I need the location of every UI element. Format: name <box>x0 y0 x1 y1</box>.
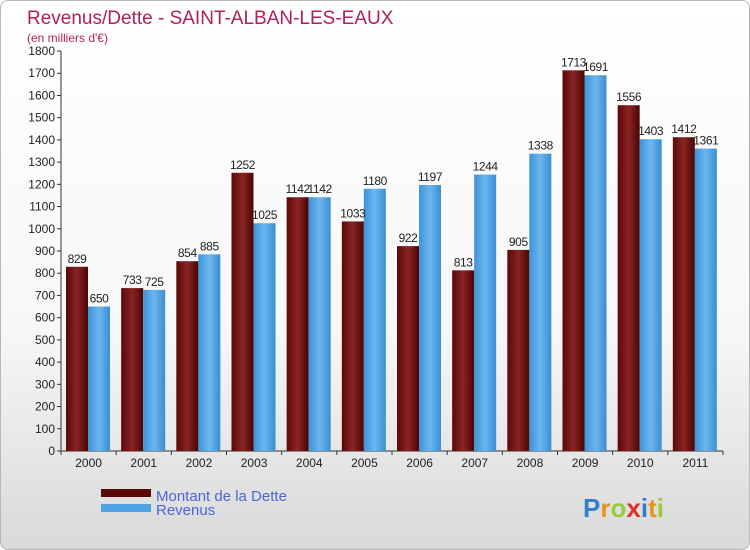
bar-revenus <box>529 153 552 451</box>
legend-label-revenus: Revenus <box>156 502 215 519</box>
bar-revenus <box>253 223 276 451</box>
x-tick-label: 2009 <box>572 456 599 470</box>
data-label-revenus: 1180 <box>363 174 388 188</box>
bar-dette <box>341 221 364 451</box>
y-tick-label: 1500 <box>28 111 55 125</box>
logo-wordmark: Proxiti <box>583 493 664 523</box>
bar-dette <box>286 197 309 451</box>
data-label-dette: 1412 <box>671 122 697 136</box>
data-label-dette: 854 <box>178 246 198 260</box>
x-tick-label: 2003 <box>241 456 268 470</box>
data-label-revenus: 885 <box>200 239 220 253</box>
data-label-revenus: 725 <box>145 275 165 289</box>
bar-dette <box>452 270 475 451</box>
data-label-revenus: 1691 <box>583 60 609 74</box>
bar-dette <box>66 266 88 451</box>
legend-label-dette: Montant de la Dette <box>156 488 287 505</box>
bar-revenus <box>198 254 221 451</box>
y-tick-label: 1400 <box>28 133 55 147</box>
data-label-dette: 1142 <box>286 182 311 196</box>
x-tick-label: 2005 <box>351 456 378 470</box>
data-label-dette: 905 <box>509 235 529 249</box>
bar-dette <box>562 70 585 451</box>
x-tick-label: 2000 <box>75 456 102 470</box>
y-tick-label: 1200 <box>28 177 55 191</box>
x-tick-label: 2008 <box>517 456 544 470</box>
proxiti-logo: Proxiti <box>583 493 664 523</box>
data-label-revenus: 1361 <box>693 134 719 148</box>
data-label-dette: 922 <box>399 231 419 245</box>
data-label-revenus: 1197 <box>418 170 443 184</box>
bar-dette <box>617 105 640 451</box>
data-label-dette: 829 <box>68 252 88 266</box>
data-label-revenus: 1142 <box>308 182 333 196</box>
bar-dette <box>507 249 530 451</box>
bar-dette <box>121 288 144 451</box>
bar-revenus <box>88 306 110 451</box>
x-tick-label: 2011 <box>683 456 709 470</box>
data-label-revenus: 1403 <box>638 124 664 138</box>
data-label-dette: 813 <box>454 255 474 269</box>
y-tick-label: 300 <box>35 377 55 391</box>
y-tick-label: 900 <box>35 244 55 258</box>
y-tick-label: 200 <box>35 400 55 414</box>
bars <box>66 70 717 452</box>
y-tick-label: 1700 <box>28 66 55 80</box>
x-tick-label: 2004 <box>296 456 323 470</box>
y-axis-ticks: 0 100 200 300 400 500 600 700 800 900 1000 1100 1200… <box>28 44 61 458</box>
data-label-revenus: 650 <box>90 292 110 306</box>
bar-revenus <box>474 174 497 452</box>
y-tick-label: 400 <box>35 355 55 369</box>
y-tick-label: 500 <box>35 333 55 347</box>
data-label-revenus: 1025 <box>252 208 278 222</box>
chart-subtitle: (en milliers d'€) <box>27 31 108 45</box>
chart-title: Revenus/Dette - SAINT-ALBAN-LES-EAUX <box>27 8 394 29</box>
data-label-dette: 1252 <box>230 158 256 172</box>
data-label-revenus: 1244 <box>473 160 499 174</box>
data-label-dette: 733 <box>123 273 143 287</box>
bar-revenus <box>419 185 441 451</box>
bar-revenus <box>584 75 607 451</box>
y-tick-label: 1100 <box>29 200 55 214</box>
bar-revenus <box>308 197 331 451</box>
bar-revenus <box>143 289 166 451</box>
bar-dette <box>231 172 254 451</box>
y-tick-label: 1000 <box>28 222 55 236</box>
y-tick-label: 1300 <box>28 155 55 169</box>
legend: Montant de la Dette Revenus <box>101 488 287 519</box>
y-tick-label: 600 <box>35 311 55 325</box>
data-label-dette: 1033 <box>340 206 366 220</box>
bar-revenus <box>694 148 717 452</box>
x-tick-label: 2001 <box>130 456 157 470</box>
data-label-revenus: 1338 <box>528 139 554 153</box>
x-tick-label: 2010 <box>627 456 654 470</box>
y-tick-label: 1800 <box>28 44 55 58</box>
legend-swatch-dette <box>101 489 151 497</box>
y-tick-label: 1600 <box>28 88 55 102</box>
bar-dette <box>176 261 199 451</box>
y-tick-label: 700 <box>35 288 55 302</box>
bar-dette <box>397 246 419 451</box>
data-label-dette: 1713 <box>561 55 587 69</box>
x-tick-label: 2007 <box>461 456 488 470</box>
bar-revenus <box>363 188 386 451</box>
x-tick-label: 2006 <box>406 456 433 470</box>
legend-swatch-revenus <box>101 504 151 512</box>
x-tick-label: 2002 <box>186 456 213 470</box>
x-axis-ticks: 2000 2001 2002 2003 2004 2005 2006 2007 2008 2009… <box>60 451 724 470</box>
bar-revenus <box>639 139 662 451</box>
y-tick-label: 100 <box>35 422 55 436</box>
y-tick-label: 800 <box>35 266 55 280</box>
data-label-dette: 1556 <box>616 90 642 104</box>
y-tick-label: 0 <box>48 444 55 458</box>
bar-dette <box>672 137 695 451</box>
